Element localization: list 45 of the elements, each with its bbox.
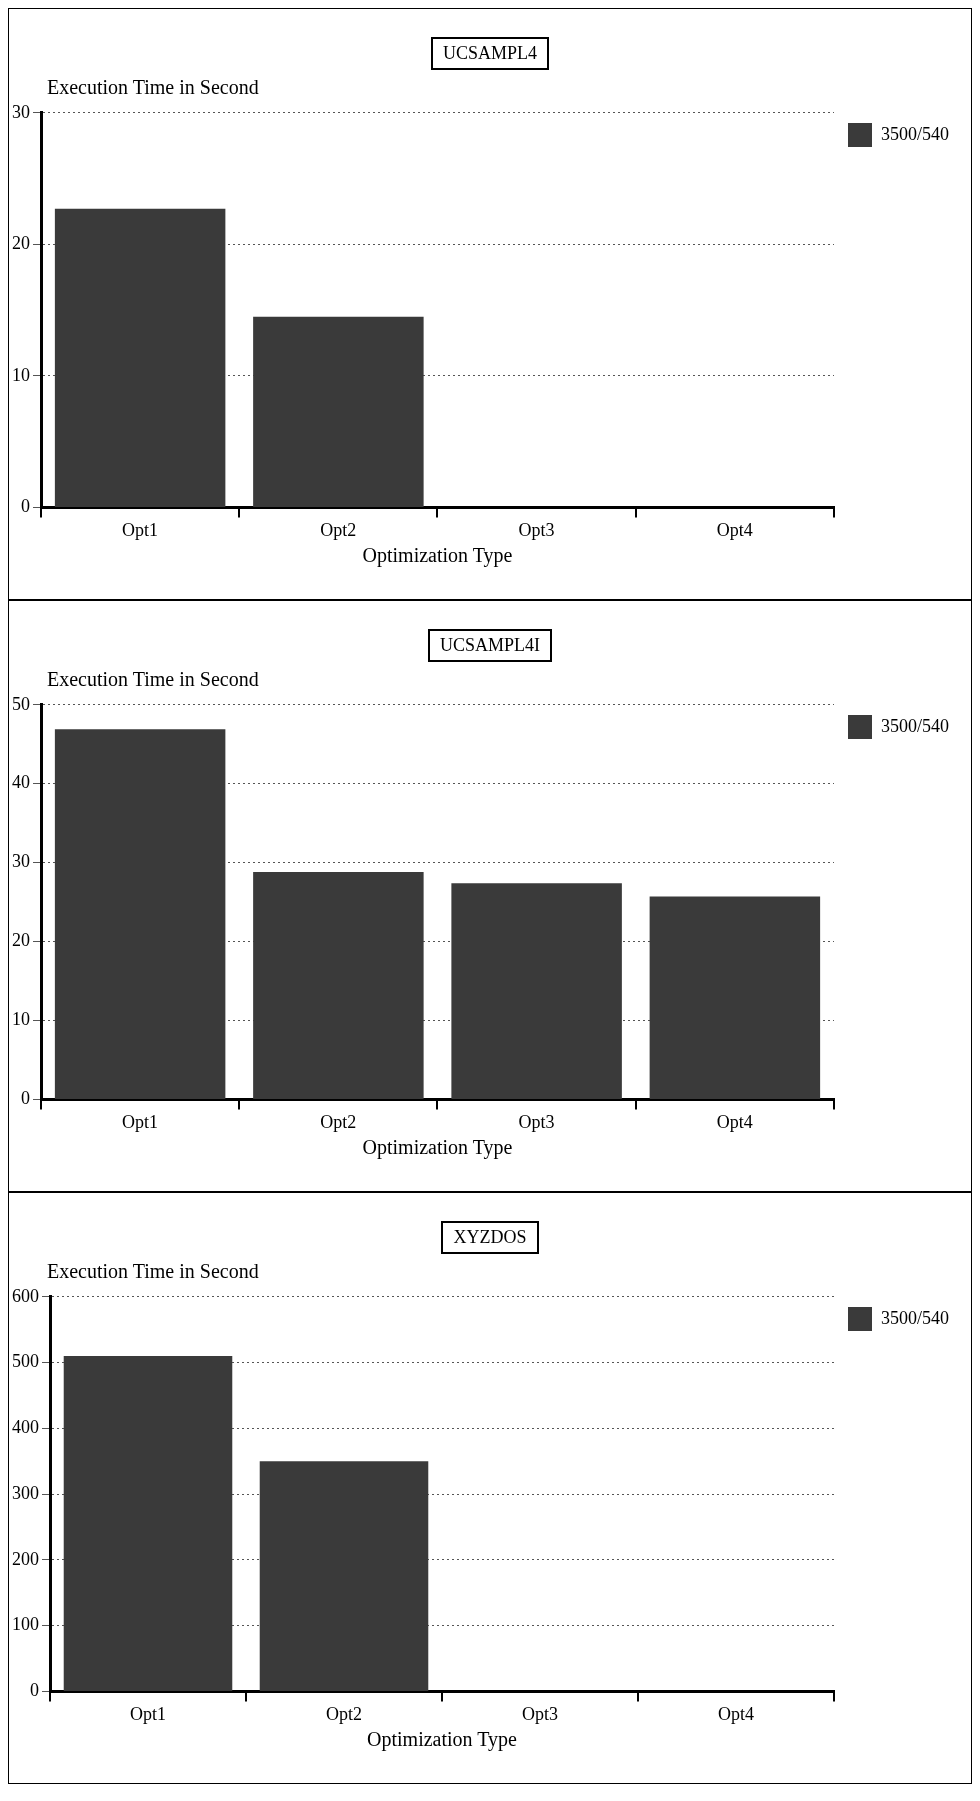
x-tick-label: Opt2 xyxy=(326,1703,362,1724)
y-tick-label: 100 xyxy=(12,1614,39,1635)
x-tick-label: Opt3 xyxy=(522,1703,558,1724)
x-tick-label: Opt1 xyxy=(122,519,159,540)
y-tick-label: 600 xyxy=(12,1285,39,1306)
x-tick-label: Opt1 xyxy=(130,1703,166,1724)
x-tick-label: Opt2 xyxy=(320,1111,357,1132)
chart-title: UCSAMPL4I xyxy=(427,629,553,662)
y-tick-label: 10 xyxy=(12,364,30,385)
x-tick-label: Opt2 xyxy=(320,519,357,540)
x-tick-label: Opt4 xyxy=(718,1703,754,1724)
x-axis-title: Optimization Type xyxy=(362,1136,513,1160)
bar xyxy=(54,729,226,1099)
x-tick-label: Opt3 xyxy=(518,519,555,540)
y-tick-label: 0 xyxy=(30,1680,39,1701)
legend-label: 3500/540 xyxy=(881,1307,950,1328)
y-tick-label: 10 xyxy=(12,1009,30,1030)
chart-title: XYZDOS xyxy=(441,1221,539,1254)
x-tick-label: Opt4 xyxy=(716,519,753,540)
bar xyxy=(451,883,622,1099)
bar xyxy=(649,896,821,1099)
x-axis-title: Optimization Type xyxy=(367,1728,518,1752)
y-tick-label: 20 xyxy=(12,233,30,254)
x-tick-label: Opt1 xyxy=(122,1111,159,1132)
y-tick-label: 500 xyxy=(12,1351,39,1372)
legend-label: 3500/540 xyxy=(881,715,950,736)
y-axis-title: Execution Time in Second xyxy=(46,668,260,691)
y-tick-label: 200 xyxy=(12,1548,39,1569)
x-tick-label: Opt4 xyxy=(716,1111,753,1132)
y-tick-label: 400 xyxy=(12,1417,39,1438)
y-tick-label: 40 xyxy=(12,772,30,793)
chart-title: UCSAMPL4 xyxy=(430,37,550,70)
y-tick-label: 50 xyxy=(12,693,30,714)
legend-label: 3500/540 xyxy=(881,123,950,144)
y-tick-label: 300 xyxy=(12,1482,39,1503)
x-tick-label: Opt3 xyxy=(518,1111,555,1132)
y-axis-title: Execution Time in Second xyxy=(46,1260,260,1283)
y-axis-title: Execution Time in Second xyxy=(46,76,260,99)
y-tick-label: 30 xyxy=(12,101,30,122)
bar xyxy=(253,872,424,1099)
y-tick-label: 0 xyxy=(21,496,30,517)
y-tick-label: 0 xyxy=(21,1088,30,1109)
x-axis-title: Optimization Type xyxy=(362,544,513,568)
y-tick-label: 20 xyxy=(12,930,30,951)
y-tick-label: 30 xyxy=(12,851,30,872)
